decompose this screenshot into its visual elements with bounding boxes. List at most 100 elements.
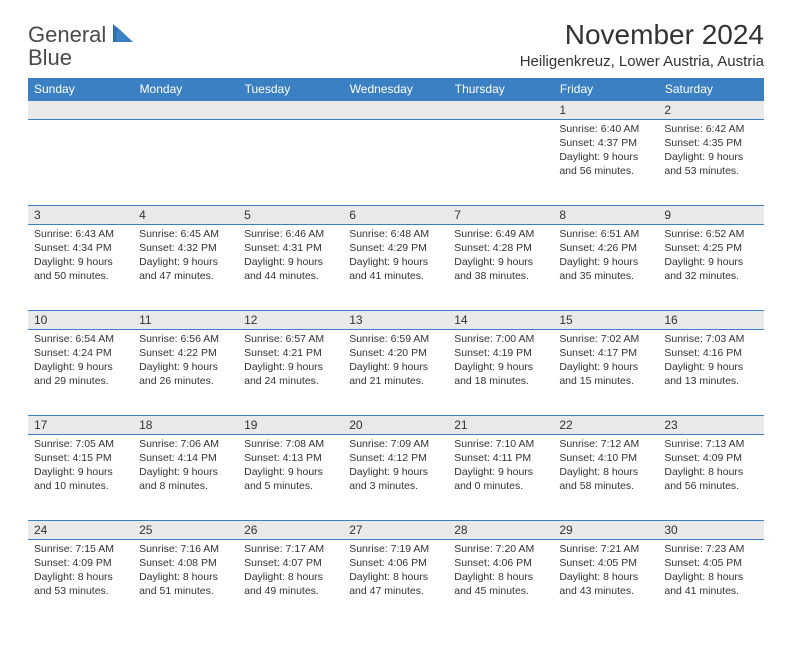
week-row: Sunrise: 6:54 AMSunset: 4:24 PMDaylight:… <box>28 329 764 415</box>
daylight-text: Daylight: 9 hours and 18 minutes. <box>454 360 547 388</box>
sunset-text: Sunset: 4:08 PM <box>139 556 232 570</box>
calendar-table: Sunday Monday Tuesday Wednesday Thursday… <box>28 78 764 626</box>
daylight-text: Daylight: 9 hours and 3 minutes. <box>349 465 442 493</box>
month-title: November 2024 <box>520 20 764 51</box>
week-row: Sunrise: 7:15 AMSunset: 4:09 PM Daylight:… <box>28 539 764 625</box>
sunrise-text: Sunrise: 6:40 AM <box>559 122 652 136</box>
day-header: Monday <box>133 78 238 101</box>
sunset-text: Sunset: 4:22 PM <box>139 346 232 360</box>
sunset-text: Sunset: 4:14 PM <box>139 451 232 465</box>
daylight-text: Daylight: 9 hours and 29 minutes. <box>34 360 127 388</box>
day-number: 8 <box>553 205 658 224</box>
daylight-text: Daylight: 9 hours and 50 minutes. <box>34 255 127 283</box>
day-number: 21 <box>448 415 553 434</box>
sunrise-text: Sunrise: 6:48 AM <box>349 227 442 241</box>
day-number <box>343 100 448 119</box>
brand-logo: General Blue <box>28 24 133 70</box>
daylight-text: Daylight: 9 hours and 47 minutes. <box>139 255 232 283</box>
daylight-text: Daylight: 9 hours and 0 minutes. <box>454 465 547 493</box>
day-number: 13 <box>343 310 448 329</box>
day-cell: Sunrise: 7:17 AMSunset: 4:07 PMDaylight:… <box>238 539 343 625</box>
sail-icon <box>113 24 133 47</box>
sunrise-text: Sunrise: 7:16 AM <box>139 542 232 556</box>
sunset-text: Sunset: 4:12 PM <box>349 451 442 465</box>
daylight-text: Daylight: 9 hours and 21 minutes. <box>349 360 442 388</box>
calendar-body: 12Sunrise: 6:40 AMSunset: 4:37 PMDayligh… <box>28 100 764 625</box>
title-block: November 2024 Heiligenkreuz, Lower Austr… <box>520 20 764 70</box>
sunrise-text: Sunrise: 7:15 AM <box>34 542 127 556</box>
day-cell: Sunrise: 7:12 AMSunset: 4:10 PMDaylight:… <box>553 434 658 520</box>
sunrise-text: Sunrise: 6:49 AM <box>454 227 547 241</box>
day-number: 9 <box>658 205 763 224</box>
sunrise-text: Sunrise: 7:12 AM <box>559 437 652 451</box>
day-number: 2 <box>658 100 763 119</box>
day-number: 19 <box>238 415 343 434</box>
day-number: 27 <box>343 520 448 539</box>
sunset-text: Sunset: 4:17 PM <box>559 346 652 360</box>
sunset-text: Sunset: 4:21 PM <box>244 346 337 360</box>
day-cell: Sunrise: 7:21 AMSunset: 4:05 PMDaylight:… <box>553 539 658 625</box>
day-cell: Sunrise: 7:23 AMSunset: 4:05 PMDaylight:… <box>658 539 763 625</box>
day-number: 16 <box>658 310 763 329</box>
day-cell <box>448 119 553 205</box>
sunrise-text: Sunrise: 7:13 AM <box>664 437 757 451</box>
day-number: 20 <box>343 415 448 434</box>
day-cell <box>343 119 448 205</box>
daylight-text: Daylight: 9 hours and 26 minutes. <box>139 360 232 388</box>
day-number: 24 <box>28 520 133 539</box>
day-cell: Sunrise: 7:02 AMSunset: 4:17 PMDaylight:… <box>553 329 658 415</box>
sunset-text: Sunset: 4:37 PM <box>559 136 652 150</box>
sunset-text: Sunset: 4:05 PM <box>559 556 652 570</box>
day-header: Saturday <box>658 78 763 101</box>
sunset-text: Sunset: 4:11 PM <box>454 451 547 465</box>
day-cell: Sunrise: 7:15 AMSunset: 4:09 PMDaylight:… <box>28 539 133 625</box>
day-number: 3 <box>28 205 133 224</box>
sunset-text: Sunset: 4:25 PM <box>664 241 757 255</box>
sunrise-text: Sunrise: 6:52 AM <box>664 227 757 241</box>
day-cell: Sunrise: 6:43 AMSunset: 4:34 PMDaylight:… <box>28 224 133 310</box>
day-number: 4 <box>133 205 238 224</box>
sunset-text: Sunset: 4:09 PM <box>34 556 127 570</box>
sunset-text: Sunset: 4:26 PM <box>559 241 652 255</box>
daylight-text: Daylight: 8 hours and 45 minutes. <box>454 570 547 598</box>
sunset-text: Sunset: 4:34 PM <box>34 241 127 255</box>
day-cell: Sunrise: 7:05 AMSunset: 4:15 PMDaylight:… <box>28 434 133 520</box>
sunrise-text: Sunrise: 7:21 AM <box>559 542 652 556</box>
sunrise-text: Sunrise: 7:06 AM <box>139 437 232 451</box>
day-cell: Sunrise: 7:08 AMSunset: 4:13 PMDaylight:… <box>238 434 343 520</box>
day-number: 30 <box>658 520 763 539</box>
day-number <box>133 100 238 119</box>
day-header: Tuesday <box>238 78 343 101</box>
sunrise-text: Sunrise: 7:19 AM <box>349 542 442 556</box>
day-cell: Sunrise: 6:54 AMSunset: 4:24 PMDaylight:… <box>28 329 133 415</box>
day-cell: Sunrise: 6:52 AMSunset: 4:25 PMDaylight:… <box>658 224 763 310</box>
day-number: 14 <box>448 310 553 329</box>
day-number <box>238 100 343 119</box>
day-cell: Sunrise: 6:51 AMSunset: 4:26 PMDaylight:… <box>553 224 658 310</box>
day-cell: Sunrise: 7:20 AMSunset: 4:06 PMDaylight:… <box>448 539 553 625</box>
week-row: Sunrise: 6:43 AMSunset: 4:34 PMDaylight:… <box>28 224 764 310</box>
day-cell: Sunrise: 6:42 AMSunset: 4:35 PMDaylight:… <box>658 119 763 205</box>
day-number: 15 <box>553 310 658 329</box>
sunrise-text: Sunrise: 6:51 AM <box>559 227 652 241</box>
day-number <box>448 100 553 119</box>
sunrise-text: Sunrise: 7:10 AM <box>454 437 547 451</box>
sunrise-text: Sunrise: 7:20 AM <box>454 542 547 556</box>
daylight-text: Daylight: 8 hours and 58 minutes. <box>559 465 652 493</box>
day-number: 11 <box>133 310 238 329</box>
day-number: 17 <box>28 415 133 434</box>
day-number: 28 <box>448 520 553 539</box>
sunset-text: Sunset: 4:15 PM <box>34 451 127 465</box>
brand-line1: General <box>28 22 106 47</box>
sunset-text: Sunset: 4:31 PM <box>244 241 337 255</box>
day-cell: Sunrise: 7:10 AMSunset: 4:11 PMDaylight:… <box>448 434 553 520</box>
daylight-text: Daylight: 9 hours and 32 minutes. <box>664 255 757 283</box>
daylight-text: Daylight: 8 hours and 56 minutes. <box>664 465 757 493</box>
daynum-row: 17181920212223 <box>28 415 764 434</box>
sunrise-text: Sunrise: 6:59 AM <box>349 332 442 346</box>
day-cell: Sunrise: 7:13 AMSunset: 4:09 PMDaylight:… <box>658 434 763 520</box>
brand-line2: Blue <box>28 45 72 70</box>
sunset-text: Sunset: 4:13 PM <box>244 451 337 465</box>
page-header: General Blue November 2024 Heiligenkreuz… <box>28 20 764 70</box>
day-header: Friday <box>553 78 658 101</box>
